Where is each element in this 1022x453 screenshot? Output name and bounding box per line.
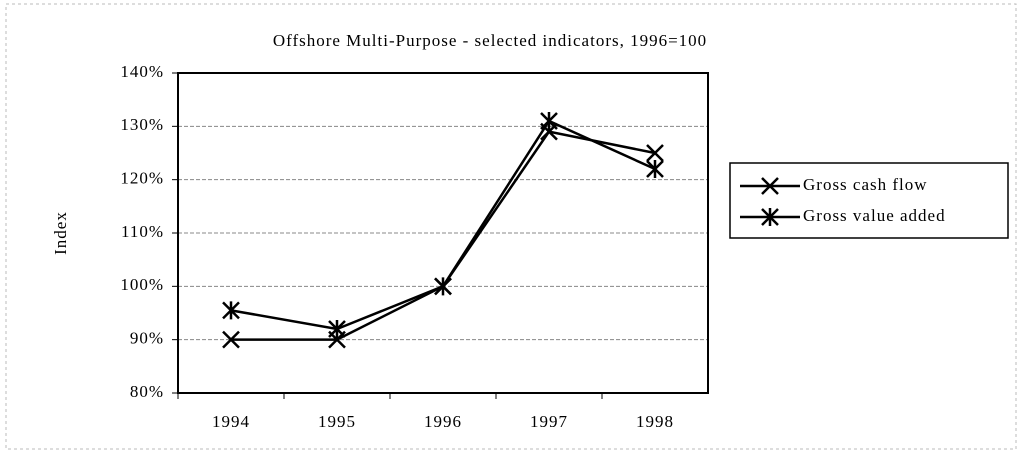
y-tick-label: 100% (120, 275, 164, 294)
x-tick-label: 1995 (318, 412, 356, 431)
marker (328, 320, 346, 338)
x-tick-label: 1996 (424, 412, 462, 431)
y-tick-label: 130% (120, 115, 164, 134)
plot-area (177, 72, 709, 394)
y-tick-label: 110% (121, 222, 164, 241)
y-tick-label: 140% (120, 62, 164, 81)
marker-shape (434, 277, 452, 296)
marker-shape (222, 330, 240, 349)
legend-box (729, 162, 1009, 239)
series-line (230, 119, 656, 331)
marker (761, 177, 779, 195)
marker-shape (646, 144, 664, 162)
y-axis-label: Index (51, 211, 70, 255)
legend-label: Gross value added (803, 206, 946, 225)
x-tick-label: 1997 (530, 412, 568, 431)
x-tick-label: 1994 (212, 412, 250, 431)
x-tick-label: 1998 (636, 412, 674, 431)
marker-shape (761, 208, 779, 226)
y-tick-label: 120% (120, 169, 164, 188)
marker (540, 112, 558, 130)
legend-label: Gross cash flow (803, 175, 928, 194)
y-tick-label: 80% (130, 382, 164, 401)
series-line (231, 130, 656, 341)
marker-shape (222, 301, 240, 320)
chart-title: Offshore Multi-Purpose - selected indica… (273, 31, 707, 50)
marker-shape (328, 320, 346, 338)
marker-shape (540, 112, 558, 130)
marker (646, 144, 664, 162)
marker (761, 208, 779, 226)
marker (222, 301, 240, 320)
marker-shape (646, 160, 664, 178)
marker-shape (761, 177, 779, 195)
y-tick-label: 90% (130, 329, 164, 348)
chart-border (5, 3, 1017, 450)
marker (646, 160, 664, 178)
marker (434, 277, 452, 296)
marker (222, 330, 240, 349)
